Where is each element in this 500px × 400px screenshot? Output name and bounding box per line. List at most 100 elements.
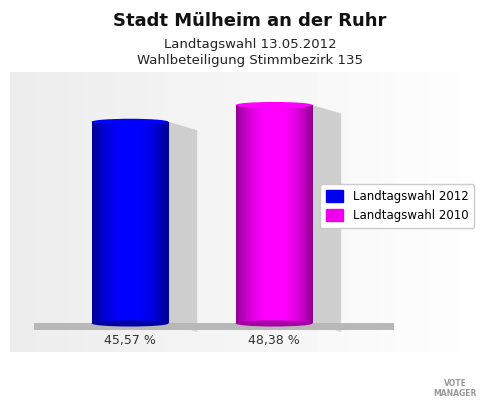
Bar [98,122,99,324]
Bar [98,122,100,324]
Polygon shape [168,122,197,332]
Bar [158,122,159,324]
Bar [112,122,114,324]
Bar [106,122,108,324]
Bar [152,122,153,324]
Bar [236,105,238,324]
Ellipse shape [236,102,312,108]
Bar [241,105,242,324]
Bar [308,105,309,324]
Bar [302,105,303,324]
Bar [288,105,290,324]
Bar [282,105,283,324]
Bar [268,105,269,324]
Bar [164,122,165,324]
Bar [128,122,129,324]
Bar [92,122,94,324]
Bar [103,122,104,324]
Bar [242,105,243,324]
Bar [268,105,270,324]
Bar [148,122,150,324]
Bar [272,105,273,324]
Text: Landtagswahl 13.05.2012: Landtagswahl 13.05.2012 [164,38,336,51]
Bar [266,105,268,324]
Bar [138,122,139,324]
Bar [312,105,313,324]
Bar [121,122,122,324]
Bar [152,122,154,324]
Bar [166,122,168,324]
Bar [260,105,262,324]
Bar [266,105,267,324]
Bar [167,122,168,324]
Bar [107,122,108,324]
Bar [267,105,268,324]
Bar [258,105,259,324]
Bar [290,105,292,324]
Bar [256,105,257,324]
Bar [147,122,148,324]
Bar [242,105,244,324]
Bar [240,105,242,324]
Bar [124,122,125,324]
Bar [250,105,252,324]
Bar [102,122,103,324]
Bar [255,105,256,324]
Bar [168,122,169,324]
Bar [286,105,288,324]
Bar [129,122,130,324]
Bar [150,122,152,324]
Bar [262,105,264,324]
Bar [278,105,280,324]
Bar [118,122,119,324]
Bar [108,122,109,324]
Bar [154,122,156,324]
Bar [97,122,98,324]
Bar [285,105,286,324]
Bar [141,122,142,324]
Bar [245,105,246,324]
Bar [108,122,110,324]
Bar [252,105,254,324]
Bar [156,122,158,324]
Bar [112,122,113,324]
Bar [136,122,138,324]
Bar [281,105,282,324]
Bar [163,122,164,324]
Bar [248,105,249,324]
Text: MANAGER: MANAGER [434,389,476,398]
Bar [104,122,106,324]
Bar [101,122,102,324]
Bar [149,122,150,324]
Bar [251,105,252,324]
Bar [130,122,131,324]
Bar [310,105,312,324]
Bar [154,122,155,324]
Bar [96,122,98,324]
Bar [294,105,296,324]
Bar [288,105,289,324]
Bar [133,122,134,324]
Bar [277,105,278,324]
Text: 48,38 %: 48,38 % [248,334,300,347]
Text: Wahlbeteiligung Stimmbezirk 135: Wahlbeteiligung Stimmbezirk 135 [137,54,363,67]
Bar [142,122,143,324]
Bar [148,122,149,324]
Bar [304,105,306,324]
Polygon shape [34,324,394,330]
Bar [274,105,275,324]
Legend: Landtagswahl 2012, Landtagswahl 2010: Landtagswahl 2012, Landtagswahl 2010 [320,184,474,228]
Bar [248,105,250,324]
Bar [298,105,299,324]
Text: VOTE: VOTE [444,379,466,388]
Bar [276,105,278,324]
Bar [144,122,146,324]
Bar [270,105,272,324]
Bar [275,105,276,324]
Bar [265,105,266,324]
Text: Stadt Mülheim an der Ruhr: Stadt Mülheim an der Ruhr [114,12,386,30]
Bar [119,122,120,324]
Bar [257,105,258,324]
Bar [244,105,246,324]
Bar [93,122,94,324]
